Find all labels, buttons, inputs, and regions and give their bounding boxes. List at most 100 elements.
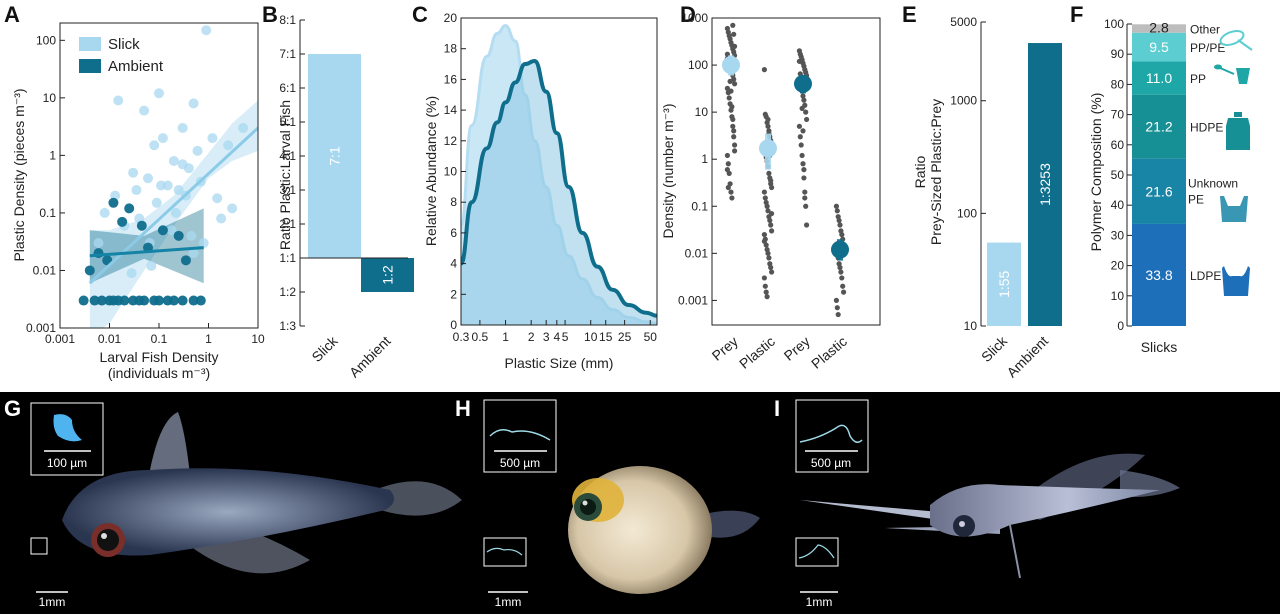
panel-letter-b: B bbox=[262, 2, 278, 27]
f-series-name: PP/PE bbox=[1190, 41, 1225, 55]
panel-e-ylabel: Ratio bbox=[912, 155, 928, 188]
c-ytick-label: 2 bbox=[450, 287, 457, 301]
c-ytick-label: 20 bbox=[444, 11, 458, 25]
a-ytick-label: 0.01 bbox=[33, 263, 57, 277]
fit-line-ambient bbox=[89, 246, 204, 258]
scatter-point-slick bbox=[157, 133, 168, 144]
d-category-label: Plastic bbox=[808, 333, 850, 372]
panel-f-ylabel: Polymer Composition (%) bbox=[1088, 93, 1104, 252]
c-xtick-label: 3 bbox=[543, 330, 550, 344]
d-mean-point-ambient bbox=[794, 74, 812, 93]
d-raw-point bbox=[725, 184, 731, 191]
scatter-point-ambient bbox=[180, 255, 191, 266]
c-xtick-label: 10 bbox=[584, 330, 598, 344]
pp-spoon-cup-icon bbox=[1214, 64, 1250, 84]
e-bar-label: 1:55 bbox=[996, 270, 1012, 297]
panel-g-locator-box bbox=[30, 537, 48, 555]
panel-letter-h: H bbox=[455, 396, 471, 421]
scatter-point-slick bbox=[170, 207, 181, 218]
scatter-point-slick bbox=[198, 238, 209, 249]
a-ytick-label: 0.1 bbox=[39, 206, 56, 220]
d-raw-point bbox=[728, 88, 734, 94]
c-ytick-label: 8 bbox=[450, 195, 457, 209]
panel-d-frame bbox=[711, 17, 881, 326]
panel-b-bars: 7:1 1:2 8:1 7:1 6:1 5:1 4:1 3:1 2:1 1:1 1:2 1:3 Sli… bbox=[277, 13, 414, 380]
c-ytick-label: 16 bbox=[444, 72, 458, 86]
c-line-ambient bbox=[461, 58, 657, 318]
scatter-point-ambient bbox=[84, 265, 95, 276]
scatter-point-slick bbox=[131, 185, 142, 196]
d-raw-point bbox=[797, 134, 803, 140]
scatter-point-ambient bbox=[119, 295, 130, 306]
scatter-point-ambient bbox=[78, 295, 89, 306]
c-xtick-label: 15 bbox=[599, 330, 613, 344]
b-ytick-label: 2:1 bbox=[279, 217, 296, 231]
d-raw-point bbox=[796, 58, 803, 64]
panel-i-inset-scale: 500 µm bbox=[811, 456, 851, 470]
panel-h-locator-box bbox=[483, 537, 527, 567]
scatter-point-slick bbox=[223, 140, 234, 151]
panel-a-ylabel: Plastic Density (pieces m⁻³) bbox=[11, 88, 27, 261]
scatter-point-slick bbox=[177, 122, 188, 133]
b-ytick-label: 8:1 bbox=[279, 13, 296, 27]
b-bar-label: 7:1 bbox=[327, 146, 343, 166]
scatter-point-ambient bbox=[168, 295, 179, 306]
d-raw-point bbox=[801, 97, 807, 103]
b-ytick-label: 3:1 bbox=[279, 183, 296, 197]
panel-g-inset bbox=[30, 402, 104, 476]
f-series-name-line2: PE bbox=[1188, 192, 1204, 206]
c-xtick-label: 4 bbox=[553, 330, 560, 344]
f-series-name-line1: Unknown bbox=[1188, 176, 1238, 190]
d-raw-point bbox=[840, 283, 846, 289]
b-ytick-label: 1:1 bbox=[279, 251, 296, 265]
panel-h-inset bbox=[483, 399, 557, 473]
f-ytick-label: 40 bbox=[1111, 198, 1125, 212]
d-raw-point bbox=[763, 289, 769, 295]
d-ytick-label: 1000 bbox=[681, 11, 708, 25]
e-bar-slick bbox=[987, 242, 1021, 326]
panel-h-locator-fiber bbox=[486, 547, 523, 556]
scatter-point-slick bbox=[173, 185, 184, 196]
ldpe-bag-icon bbox=[1222, 266, 1250, 296]
d-raw-point bbox=[766, 255, 772, 261]
d-raw-point bbox=[731, 128, 737, 134]
scatter-point-slick bbox=[188, 248, 199, 259]
b-category-label: Slick bbox=[308, 332, 341, 365]
scatter-point-slick bbox=[238, 122, 249, 133]
b-bar-slick bbox=[308, 54, 361, 258]
f-ytick-label: 0 bbox=[1117, 319, 1124, 333]
scatter-point-slick bbox=[99, 207, 110, 218]
d-raw-point bbox=[802, 189, 808, 195]
c-ytick-label: 4 bbox=[450, 257, 457, 271]
d-raw-point bbox=[799, 105, 805, 112]
d-raw-point bbox=[801, 167, 807, 173]
e-ytick-label: 10 bbox=[964, 319, 978, 333]
d-ytick-label: 1 bbox=[701, 152, 708, 166]
d-raw-point bbox=[769, 269, 775, 275]
scatter-point-ambient bbox=[89, 295, 100, 306]
scatter-point-slick bbox=[128, 167, 139, 178]
scatter-point-slick bbox=[227, 203, 238, 214]
c-ytick-label: 14 bbox=[444, 103, 458, 117]
panel-a-xlabel: Larval Fish Density bbox=[99, 349, 218, 365]
scatter-point-ambient bbox=[157, 225, 168, 236]
scatter-point-ambient bbox=[195, 295, 206, 306]
d-raw-point bbox=[799, 152, 805, 159]
b-bar-label: 1:2 bbox=[380, 265, 396, 285]
d-raw-point bbox=[730, 22, 736, 28]
d-raw-point bbox=[724, 152, 731, 159]
f-series-name: LDPE bbox=[1190, 269, 1221, 283]
f-ytick-label: 60 bbox=[1111, 138, 1125, 152]
c-ytick-label: 10 bbox=[444, 165, 458, 179]
e-ytick-label: 5000 bbox=[950, 15, 977, 29]
d-raw-point bbox=[761, 238, 768, 244]
f-ytick-label: 100 bbox=[1104, 17, 1124, 31]
panel-i-locator-fiber bbox=[798, 544, 835, 559]
f-segment-pp-pe bbox=[1132, 32, 1186, 62]
scatter-point-ambient bbox=[177, 295, 188, 306]
scatter-point-slick bbox=[113, 95, 124, 106]
scatter-point-ambient bbox=[117, 216, 128, 227]
f-ytick-label: 10 bbox=[1111, 289, 1125, 303]
